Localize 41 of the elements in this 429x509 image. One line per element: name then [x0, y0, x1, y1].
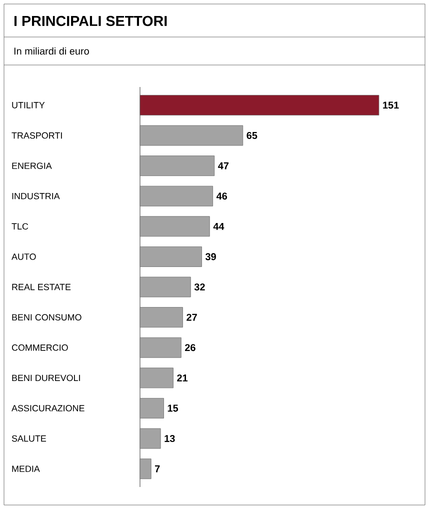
data-label: 46 [216, 192, 228, 200]
data-label: 47 [218, 162, 229, 170]
bar [140, 458, 152, 480]
bar [140, 368, 174, 388]
data-label: 151 [383, 102, 399, 109]
bar [140, 186, 213, 206]
bar [140, 216, 210, 237]
y-tick-label: SALUTE [12, 435, 46, 442]
data-label: 44 [213, 222, 224, 230]
bar [140, 125, 244, 146]
bar [140, 246, 202, 267]
data-label: 39 [205, 253, 216, 260]
y-tick-label: REAL ESTATE [12, 284, 71, 290]
data-label: 13 [164, 434, 175, 442]
y-tick-label: BENI CONSUMO [12, 314, 82, 320]
data-label: 65 [246, 132, 258, 140]
bar [140, 156, 215, 176]
y-tick-label: ASSICURAZIONE [12, 405, 84, 412]
y-tick-label: TRASPORTI [12, 132, 62, 139]
data-label: 26 [185, 344, 196, 352]
data-label: 27 [186, 314, 197, 321]
bar [140, 94, 380, 116]
data-label: 32 [194, 283, 205, 291]
data-label: 7 [155, 465, 160, 472]
bar [140, 276, 191, 298]
chart-title: I PRINCIPALI SETTORI [14, 16, 167, 26]
bar [140, 428, 161, 449]
y-tick-label: MEDIA [12, 466, 40, 472]
y-tick-label: BENI DUREVOLI [12, 374, 80, 382]
text: In miliardi di euro [14, 47, 89, 55]
y-tick-label: ENERGIA [12, 162, 52, 169]
y-tick-label: INDUSTRIA [12, 192, 60, 200]
y-tick-label: UTILITY [12, 102, 45, 108]
data-label: 15 [168, 404, 178, 412]
bar [140, 398, 164, 418]
data-label: 21 [177, 374, 188, 382]
y-tick-label: AUTO [12, 254, 36, 260]
y-tick-label: COMMERCIO [12, 344, 68, 351]
y-tick-label: TLC [12, 223, 28, 230]
bar [140, 307, 183, 328]
bar [140, 337, 182, 358]
